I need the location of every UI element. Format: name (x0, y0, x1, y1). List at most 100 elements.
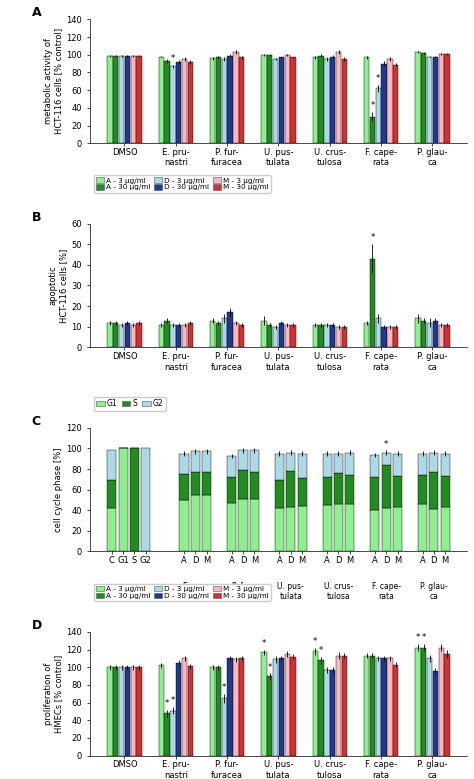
Bar (291, 325, 296, 347)
Bar (382, 658, 387, 756)
Bar (182, 658, 187, 756)
Bar (429, 453, 438, 472)
Bar (216, 323, 221, 347)
Bar (279, 323, 284, 347)
Bar (438, 325, 444, 347)
Bar (375, 319, 381, 347)
Bar (418, 475, 427, 504)
Bar (334, 473, 343, 504)
Bar (275, 453, 284, 481)
Bar (279, 58, 284, 143)
Bar (393, 664, 399, 756)
Bar (238, 470, 247, 499)
Bar (130, 449, 139, 552)
Text: *: * (319, 646, 323, 655)
Bar (164, 61, 170, 143)
Bar (113, 668, 118, 756)
Bar (370, 455, 379, 478)
Bar (180, 500, 189, 552)
Bar (284, 654, 290, 756)
Bar (284, 55, 290, 143)
Text: *: * (421, 633, 426, 643)
Y-axis label: apoptotic
HCT-116 cells [%]: apoptotic HCT-116 cells [%] (49, 249, 68, 323)
Bar (336, 52, 341, 143)
Bar (238, 499, 247, 552)
Bar (275, 508, 284, 552)
Bar (330, 57, 336, 143)
Bar (216, 668, 221, 756)
Text: P. fur-
furacea: P. fur- furacea (228, 582, 257, 601)
Bar (188, 666, 193, 756)
Bar (421, 320, 427, 347)
Bar (415, 648, 420, 756)
Bar (364, 656, 369, 756)
Bar (228, 658, 233, 756)
Bar (284, 325, 290, 347)
Text: *: * (171, 696, 175, 705)
Bar (433, 320, 438, 347)
Bar (298, 506, 307, 552)
Bar (370, 478, 379, 510)
Bar (393, 507, 402, 552)
Bar (158, 665, 164, 756)
Text: *: * (313, 637, 318, 646)
Bar (421, 53, 427, 143)
Bar (239, 325, 245, 347)
Bar (119, 668, 124, 756)
Bar (182, 325, 187, 347)
Bar (267, 55, 273, 143)
Text: D: D (32, 619, 42, 632)
Bar (286, 471, 295, 507)
Bar (334, 453, 343, 473)
Text: *: * (222, 683, 227, 692)
Bar (176, 663, 182, 756)
Bar (441, 476, 450, 507)
Bar (107, 323, 112, 347)
Text: *: * (370, 234, 374, 242)
Bar (345, 504, 355, 552)
Bar (415, 319, 420, 347)
Bar (250, 450, 259, 472)
Bar (375, 88, 381, 143)
Bar (228, 312, 233, 347)
Bar (429, 509, 438, 552)
Legend: G1, S, G2: G1, S, G2 (94, 397, 166, 411)
Bar (202, 495, 211, 552)
Bar (158, 325, 164, 347)
Bar (312, 651, 318, 756)
Bar (233, 323, 238, 347)
Text: P. glau-
ca: P. glau- ca (420, 582, 448, 601)
Text: *: * (165, 699, 169, 708)
Bar (180, 474, 189, 500)
Bar (279, 658, 284, 756)
Bar (130, 668, 136, 756)
Bar (130, 56, 136, 143)
Bar (298, 453, 307, 478)
Text: *: * (376, 74, 380, 83)
Bar (387, 326, 392, 347)
Bar (445, 654, 450, 756)
Bar (445, 325, 450, 347)
Bar (275, 481, 284, 508)
Bar (421, 648, 427, 756)
Bar (298, 478, 307, 506)
Bar (239, 58, 245, 143)
Text: *: * (416, 633, 420, 643)
Bar (170, 325, 175, 347)
Bar (387, 59, 392, 143)
Bar (176, 325, 182, 347)
Text: *: * (171, 54, 175, 62)
Bar (387, 658, 392, 756)
Bar (433, 57, 438, 143)
Bar (107, 450, 116, 481)
Bar (130, 325, 136, 347)
Bar (233, 659, 238, 756)
Bar (375, 658, 381, 756)
Bar (324, 670, 329, 756)
Bar (445, 54, 450, 143)
Bar (125, 56, 130, 143)
Bar (176, 62, 182, 143)
Bar (322, 478, 332, 505)
Bar (250, 499, 259, 552)
Bar (191, 495, 200, 552)
